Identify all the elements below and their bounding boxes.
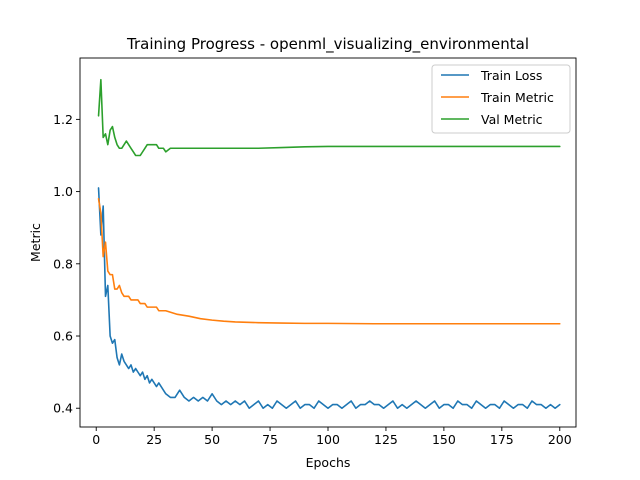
series-line-train-metric (97, 198, 561, 325)
y-tick-label: 0.8 (53, 256, 73, 271)
x-axis-label: Epochs (306, 455, 351, 470)
y-tick-label: 1.0 (53, 184, 73, 199)
x-tick-label: 0 (92, 432, 100, 447)
x-tick-label: 100 (316, 432, 340, 447)
x-tick-label: 150 (432, 432, 456, 447)
chart-title: Training Progress - openml_visualizing_e… (126, 35, 529, 54)
legend-label-train-loss: Train Loss (480, 68, 542, 83)
x-tick-label: 50 (204, 432, 220, 447)
legend: Train Loss Train Metric Val Metric (431, 64, 571, 134)
series-line-train-loss (97, 187, 561, 410)
y-tick-label: 0.6 (53, 329, 73, 344)
y-axis: 0.4 0.6 0.8 1.0 1.2 (53, 112, 80, 416)
x-tick-label: 175 (490, 432, 514, 447)
series-line-val-metric (97, 78, 561, 157)
y-tick-label: 1.2 (53, 112, 73, 127)
series-layer (97, 78, 561, 410)
legend-label-train-metric: Train Metric (480, 90, 554, 105)
legend-box (431, 64, 571, 134)
legend-label-val-metric: Val Metric (481, 112, 543, 127)
y-axis-label: Metric (28, 223, 43, 262)
x-tick-label: 75 (262, 432, 278, 447)
y-tick-label: 0.4 (53, 401, 73, 416)
x-axis: 0 25 50 75 100 125 150 175 200 (92, 427, 572, 447)
x-tick-label: 25 (146, 432, 162, 447)
x-tick-label: 200 (548, 432, 572, 447)
x-tick-label: 125 (374, 432, 398, 447)
